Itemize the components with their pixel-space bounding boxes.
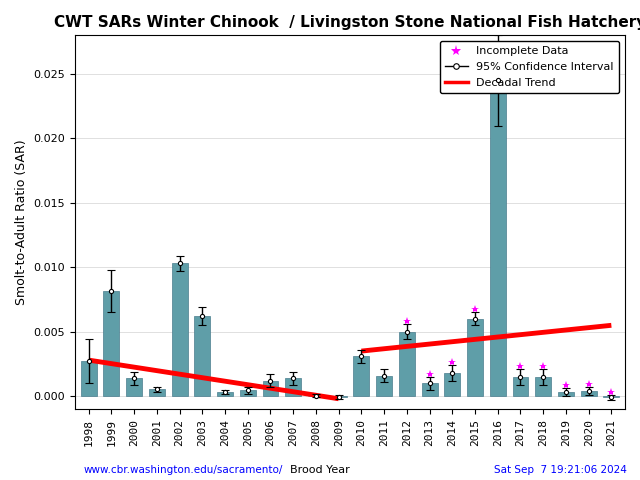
Bar (535, 377, 551, 396)
Bar (422, 384, 438, 396)
Bar (240, 390, 256, 396)
Bar (444, 373, 460, 396)
Y-axis label: Smolt-to-Adult Ratio (SAR): Smolt-to-Adult Ratio (SAR) (15, 139, 28, 305)
Bar (104, 290, 119, 396)
Bar (376, 375, 392, 396)
Bar (399, 332, 415, 396)
Bar (580, 391, 596, 396)
Bar (604, 396, 620, 397)
Bar (558, 392, 574, 396)
Bar (81, 361, 97, 396)
Bar (490, 81, 506, 396)
Title: CWT SARs Winter Chinook  / Livingston Stone National Fish Hatchery: CWT SARs Winter Chinook / Livingston Sto… (54, 15, 640, 30)
Bar (126, 378, 142, 396)
Legend: Incomplete Data, 95% Confidence Interval, Decadal Trend: Incomplete Data, 95% Confidence Interval… (440, 41, 620, 93)
Bar (172, 264, 188, 396)
Bar (195, 316, 211, 396)
Text: www.cbr.washington.edu/sacramento/: www.cbr.washington.edu/sacramento/ (83, 465, 283, 475)
Text: Brood Year: Brood Year (290, 465, 350, 475)
Bar (217, 392, 233, 396)
Bar (353, 356, 369, 396)
Bar (285, 378, 301, 396)
Bar (262, 381, 278, 396)
Bar (149, 389, 164, 396)
Bar (513, 377, 529, 396)
Bar (331, 396, 347, 397)
Bar (467, 319, 483, 396)
Text: Sat Sep  7 19:21:06 2024: Sat Sep 7 19:21:06 2024 (494, 465, 627, 475)
